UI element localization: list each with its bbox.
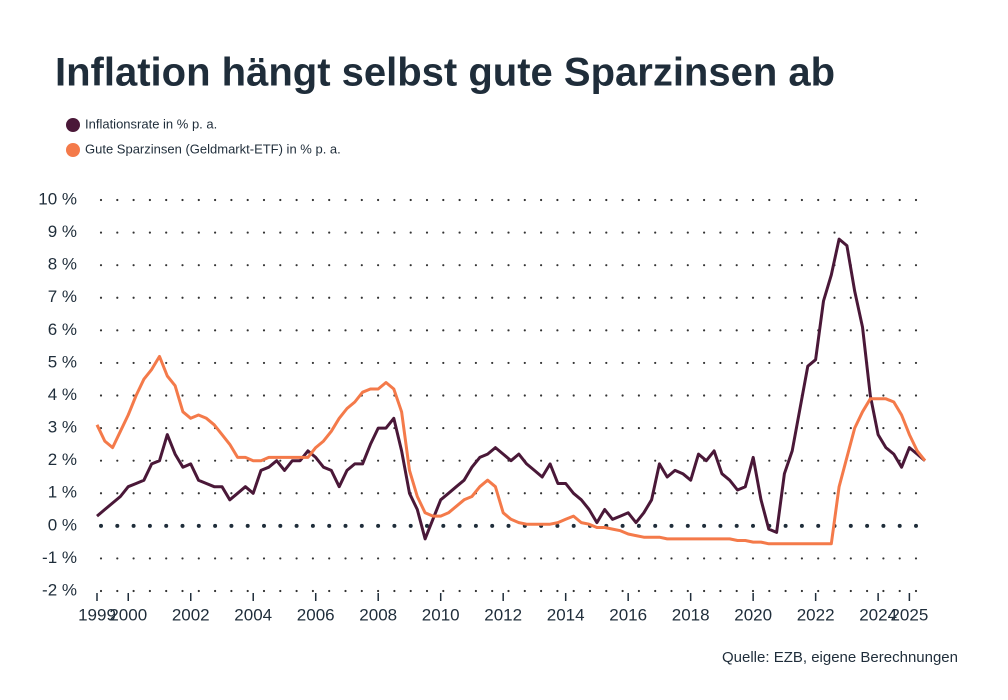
x-tick-label: 2002: [172, 605, 210, 624]
x-tick-label: 2004: [234, 605, 272, 624]
y-tick-label: 1 %: [48, 483, 77, 502]
legend-label: Gute Sparzinsen (Geldmarkt-ETF) in % p. …: [85, 141, 341, 156]
x-tick-label: 2024: [859, 605, 897, 624]
legend-marker: [66, 143, 80, 157]
y-tick-label: -2 %: [42, 580, 77, 599]
source: Quelle: EZB, eigene Berechnungen: [722, 649, 958, 666]
legend-label: Inflationsrate in % p. a.: [85, 116, 217, 131]
x-tick-label: 2022: [797, 605, 835, 624]
y-tick-label: -1 %: [42, 548, 77, 567]
x-tick-label: 2014: [547, 605, 585, 624]
x-tick-label: 2018: [672, 605, 710, 624]
chart-title: Inflation hängt selbst gute Sparzinsen a…: [55, 51, 835, 95]
x-tick-label: 2006: [297, 605, 335, 624]
x-tick-label: 2000: [109, 605, 147, 624]
legend-marker: [66, 118, 80, 132]
x-tick-label: 2025: [890, 605, 928, 624]
x-tick-label: 2020: [734, 605, 772, 624]
x-tick-label: 2012: [484, 605, 522, 624]
x-tick-label: 1999: [78, 605, 116, 624]
x-tick-label: 2008: [359, 605, 397, 624]
y-tick-label: 7 %: [48, 287, 77, 306]
y-tick-label: 0 %: [48, 515, 77, 534]
y-tick-label: 9 %: [48, 222, 77, 241]
series-line: [96, 237, 926, 541]
y-tick-label: 10 %: [38, 189, 77, 208]
y-tick-label: 4 %: [48, 385, 77, 404]
y-tick-label: 2 %: [48, 450, 77, 469]
y-tick-label: 3 %: [48, 418, 77, 437]
series-line: [95, 354, 927, 546]
y-tick-label: 6 %: [48, 320, 77, 339]
x-tick-label: 2010: [422, 605, 460, 624]
y-tick-label: 8 %: [48, 255, 77, 274]
x-tick-label: 2016: [609, 605, 647, 624]
y-tick-label: 5 %: [48, 352, 77, 371]
